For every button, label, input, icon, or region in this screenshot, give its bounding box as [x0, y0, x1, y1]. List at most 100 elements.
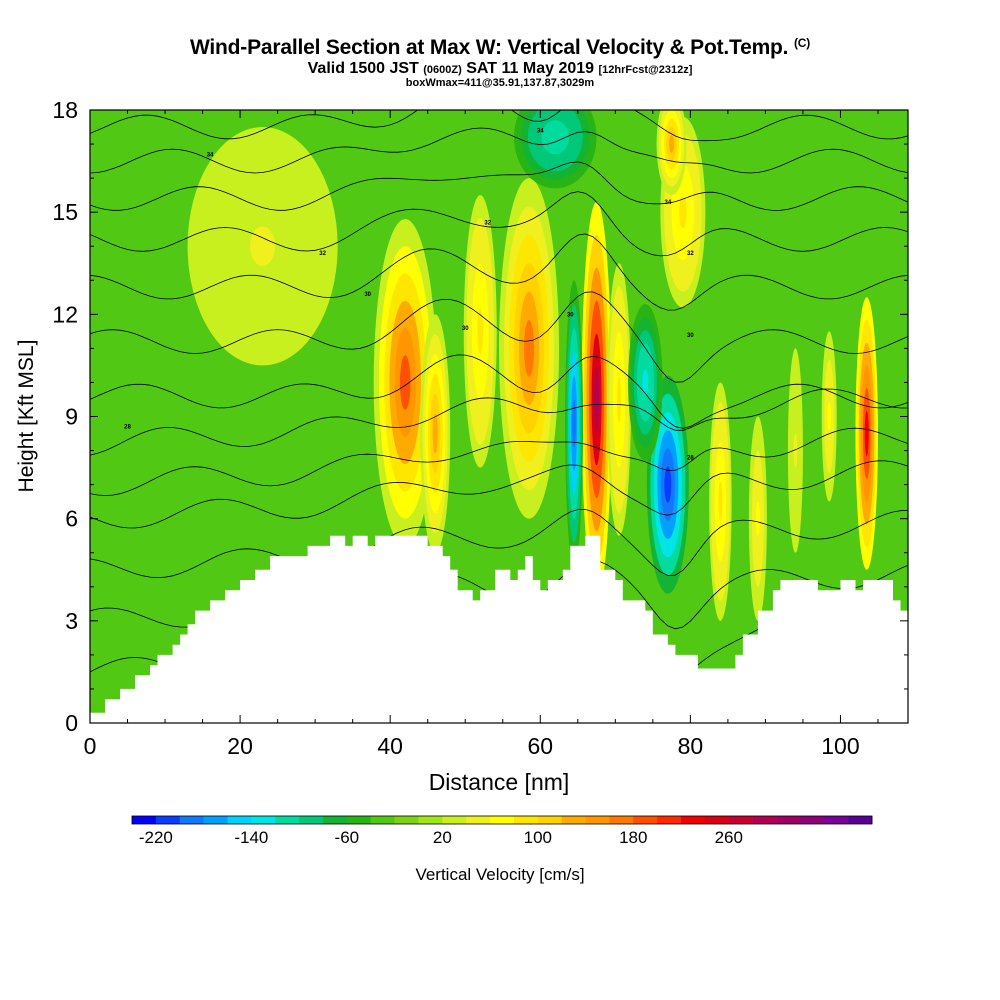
- subtitle-zulu: (0600Z): [423, 64, 462, 76]
- velocity-contour-band: [664, 466, 672, 503]
- colorbar-swatch: [418, 816, 443, 824]
- velocity-cell: [514, 110, 597, 189]
- velocity-contour-band: [477, 308, 483, 355]
- theta-contour-line: [90, 388, 908, 456]
- colorbar-swatch: [275, 816, 300, 824]
- velocity-contour-band: [864, 410, 869, 457]
- velocity-contour-band: [572, 399, 577, 448]
- velocity-contour-band: [250, 226, 276, 267]
- colorbar-swatch: [585, 816, 610, 824]
- velocity-contour-band: [399, 355, 411, 410]
- theta-label: 30: [567, 312, 574, 318]
- y-tick-label: 6: [65, 506, 78, 532]
- theta-contour-line: [90, 110, 908, 142]
- velocity-contour-band: [548, 128, 563, 146]
- colorbar-swatch: [179, 816, 204, 824]
- velocity-cell: [787, 348, 803, 553]
- theta-label: 34: [207, 152, 214, 158]
- y-tick-label: 3: [65, 608, 78, 634]
- theta-contour-line: [90, 508, 908, 579]
- colorbar-label: Vertical Velocity [cm/s]: [415, 865, 584, 884]
- theta-labels: 28 32 34 30 30 32 34 30 34 32 30 28: [124, 128, 694, 461]
- velocity-cell: [748, 416, 767, 621]
- subtitle-date: SAT 11 May 2019: [466, 60, 595, 77]
- colorbar-swatch: [681, 816, 706, 824]
- colorbar-swatch: [609, 816, 634, 824]
- velocity-cell: [646, 375, 689, 594]
- y-tick-label: 12: [52, 301, 78, 327]
- velocity-cell: [709, 382, 732, 621]
- theta-label: 30: [364, 292, 371, 298]
- colorbar-frame: [131, 815, 873, 825]
- velocity-contour-band: [679, 196, 687, 229]
- velocity-cell: [628, 304, 663, 461]
- x-tick-label: 20: [227, 733, 253, 759]
- velocity-contour-band: [617, 376, 622, 423]
- chart-title-main: Wind-Parallel Section at Max W: Vertical…: [189, 36, 789, 59]
- colorbar-swatch: [442, 816, 467, 824]
- y-tick-label: 0: [65, 710, 78, 736]
- theta-label: 28: [124, 425, 131, 431]
- colorbar-swatch: [561, 816, 586, 824]
- velocity-contour-band: [793, 433, 798, 468]
- theta-label: 32: [319, 251, 326, 257]
- velocity-cell: [463, 195, 497, 468]
- colorbar-swatch: [752, 816, 777, 824]
- colorbar-swatch: [394, 816, 419, 824]
- theta-contour-line: [90, 191, 908, 257]
- colorbar-swatch: [657, 816, 682, 824]
- colorbar-swatch: [346, 816, 372, 824]
- y-axis-label: Height [Kft MSL]: [15, 340, 38, 493]
- x-tick-label: 0: [84, 733, 97, 759]
- colorbar-swatch: [251, 816, 276, 824]
- colorbar-swatch: [776, 816, 801, 824]
- subtitle-valid: Valid 1500 JST: [307, 60, 419, 77]
- velocity-cell: [420, 314, 451, 553]
- theta-label: 30: [462, 326, 469, 332]
- colorbar-swatch: [848, 816, 873, 824]
- theta-contour-line: [90, 127, 908, 174]
- x-tick-label: 80: [678, 733, 704, 759]
- colorbar-swatch: [370, 816, 395, 824]
- theta-label: 28: [687, 455, 694, 461]
- colorbar-swatch: [203, 816, 228, 824]
- velocity-contour-band: [669, 135, 675, 153]
- x-tick-label: 40: [377, 733, 403, 759]
- colorbar-swatch: [490, 816, 515, 824]
- colorbar-tick-label: -140: [234, 828, 268, 847]
- theta-label: 34: [665, 200, 672, 206]
- theta-label: 32: [687, 251, 694, 257]
- theta-contour-line: [90, 460, 908, 529]
- theta-label: 34: [537, 128, 544, 134]
- colorbar-swatch: [466, 816, 491, 824]
- colorbar-swatch: [132, 816, 157, 824]
- colorbar-tick-label: -60: [335, 828, 360, 847]
- colorbar-tick-label: 180: [619, 828, 647, 847]
- theta-contour-line: [90, 233, 908, 311]
- velocity-contour-band: [432, 413, 438, 454]
- theta-contour-line: [90, 354, 908, 429]
- colorbar-swatch: [704, 816, 730, 824]
- velocity-contour-band: [718, 481, 723, 522]
- velocity-cell: [187, 127, 338, 366]
- colorbar-tick-label: 100: [524, 828, 552, 847]
- colorbar: [131, 815, 873, 825]
- y-tick-label: 9: [65, 404, 78, 430]
- colorbar-swatch: [537, 816, 562, 824]
- chart-title-mark: (C): [793, 36, 811, 50]
- chart-subtitle-2: boxWmax=411@35.91,137.87,3029m: [405, 77, 595, 89]
- velocity-cell: [565, 280, 584, 567]
- y-axis: 0 3 6 9 12 15 18: [52, 97, 908, 736]
- velocity-contour-band: [642, 369, 649, 396]
- colorbar-swatch: [155, 816, 181, 824]
- colorbar-swatch: [227, 816, 252, 824]
- velocity-cell: [855, 297, 878, 570]
- colorbar-swatch: [824, 816, 849, 824]
- chart-title: Wind-Parallel Section at Max W: Vertical…: [0, 36, 1000, 60]
- colorbar-swatch: [728, 816, 753, 824]
- colorbar-tick-label: 20: [433, 828, 452, 847]
- colorbar-swatch: [513, 816, 539, 824]
- colorbar-tick-label: 260: [715, 828, 743, 847]
- velocity-contour-band: [827, 402, 832, 431]
